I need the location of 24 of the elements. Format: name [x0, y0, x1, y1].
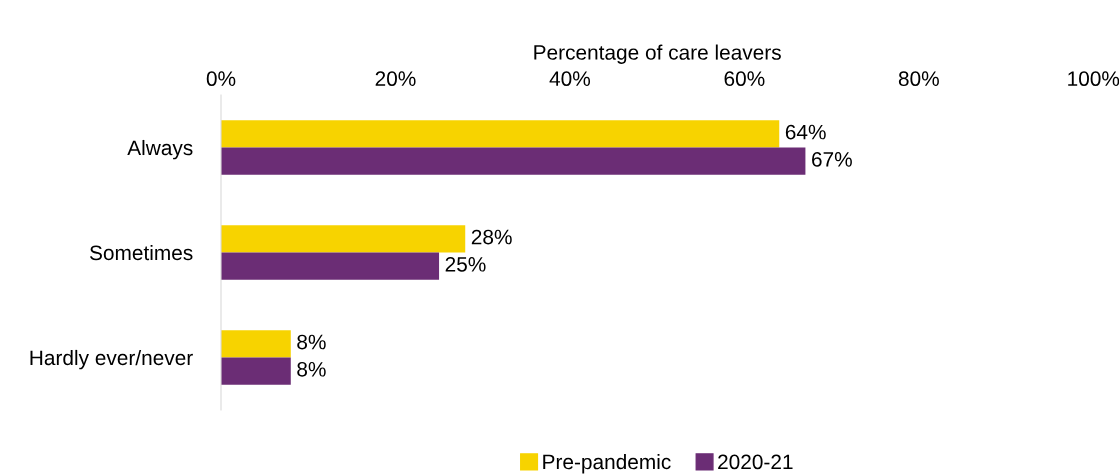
- legend-label: 2020-21: [718, 454, 793, 470]
- x-tick-label: 40%: [549, 71, 591, 87]
- bar: [221, 357, 291, 385]
- data-label: 25%: [445, 256, 486, 272]
- y-tick-label: Sometimes: [89, 244, 193, 261]
- x-axis-title: Percentage of care leavers: [534, 44, 781, 64]
- y-tick-label: Always: [127, 139, 193, 160]
- data-label: 67%: [812, 151, 852, 167]
- bar: [221, 120, 780, 148]
- x-tick-label: 60%: [724, 71, 765, 87]
- data-label: 64%: [785, 124, 826, 140]
- x-tick-label: 80%: [898, 71, 939, 87]
- bar: [221, 330, 291, 358]
- legend-label: Pre-pandemic: [543, 453, 671, 474]
- x-tick-label: 0%: [206, 71, 236, 87]
- bar: [221, 252, 440, 280]
- data-label: 8%: [297, 361, 326, 377]
- bar: [221, 147, 806, 175]
- y-tick-label: Hardly ever/never: [30, 349, 193, 370]
- x-tick-label: 20%: [375, 71, 416, 87]
- data-label: 28%: [471, 229, 512, 245]
- bar: [221, 225, 466, 253]
- x-tick-label: 100%: [1068, 71, 1119, 87]
- data-label: 8%: [297, 334, 326, 350]
